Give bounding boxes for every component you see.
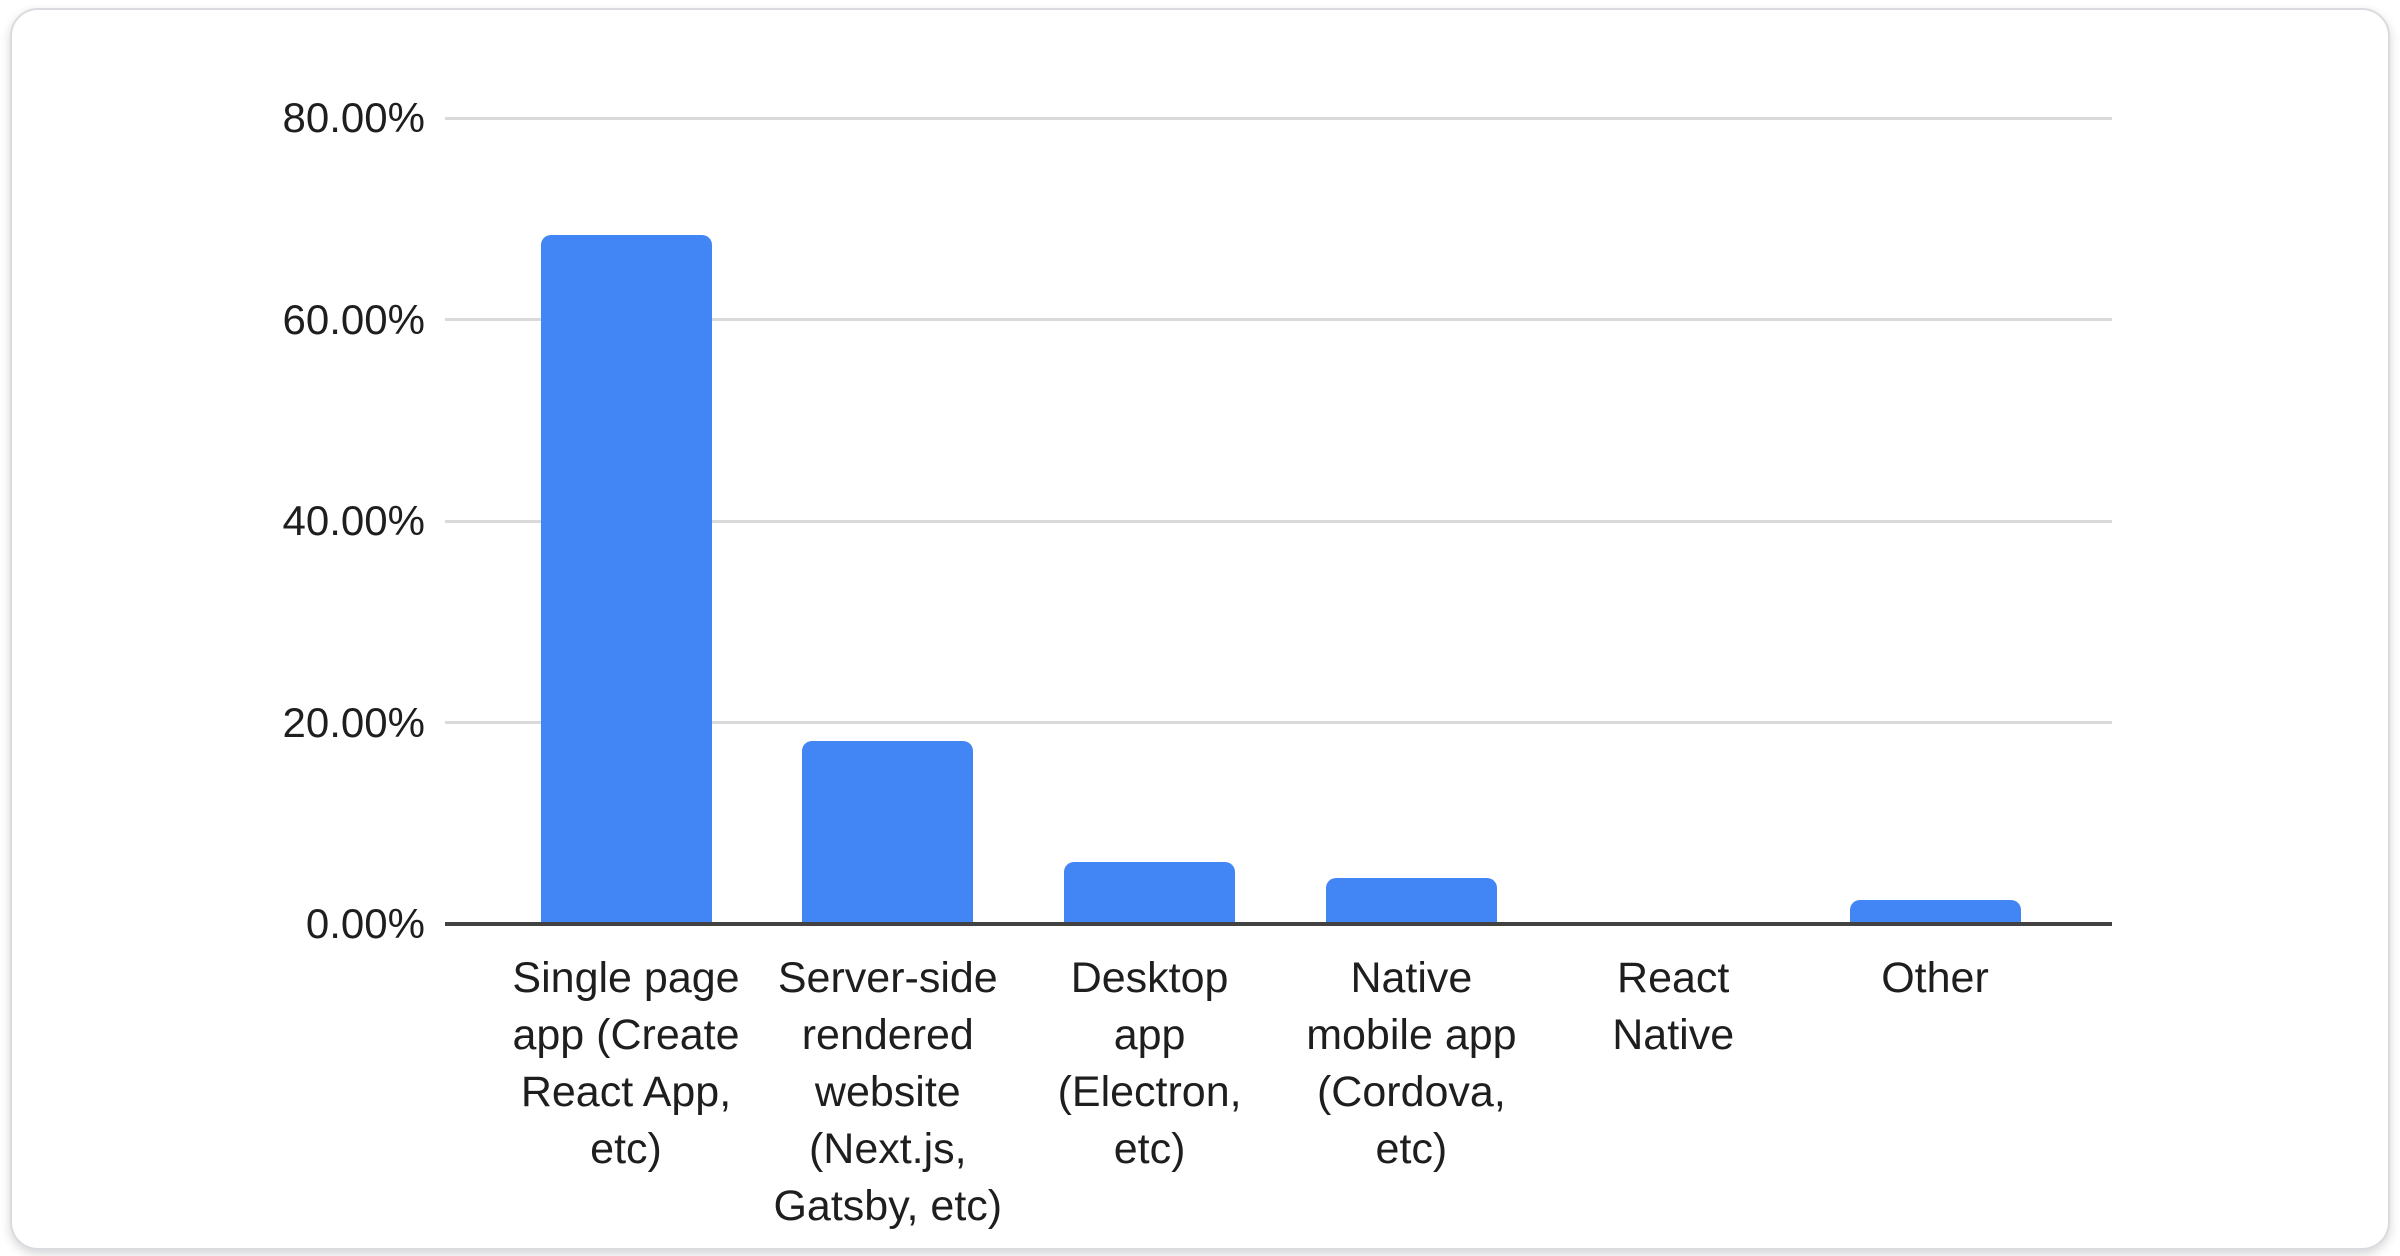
x-axis-label-line: Single page — [512, 954, 740, 1002]
x-axis-category-label: Desktop app (Electron, etc) — [1016, 950, 1284, 1178]
x-axis-label-line: etc) — [1113, 1125, 1186, 1173]
gridline-60 — [445, 318, 2112, 321]
x-axis-label-line: (Next.js, — [808, 1125, 967, 1173]
chart-card: 80.00% 60.00% 40.00% 20.00% 0.00% Single page… — [10, 8, 2390, 1250]
x-axis-category-label: Single page app (Create React App, etc) — [492, 950, 760, 1178]
x-axis-category-label: React Native — [1539, 950, 1807, 1064]
x-axis-label-line: app (Create — [512, 1011, 740, 1059]
x-axis-label-line: React — [1617, 954, 1730, 1002]
x-axis-line — [445, 922, 2112, 926]
y-axis-tick-label: 40.00% — [282, 497, 425, 544]
x-axis-label-line: Native — [1612, 1011, 1735, 1059]
x-axis-label-line: Gatsby, etc) — [773, 1182, 1003, 1230]
x-axis-label-line: mobile app — [1306, 1011, 1517, 1059]
y-axis-tick-label: 20.00% — [282, 698, 425, 746]
x-axis-label-line: Native — [1350, 954, 1473, 1002]
chart-bar[interactable] — [1064, 861, 1236, 926]
x-axis-label-line: website — [814, 1068, 961, 1116]
y-axis-tick-label: 0.00% — [305, 900, 425, 947]
x-axis-label-line: Server-side — [777, 954, 998, 1002]
x-axis-category-label: Server-side rendered website (Next.js, Gatsb… — [754, 950, 1022, 1235]
x-axis-category-label: Native mobile app (Cordova, etc) — [1277, 950, 1545, 1178]
x-axis-label-line: rendered — [801, 1011, 974, 1059]
x-axis-label-line: app — [1113, 1011, 1186, 1059]
x-axis-label-line: etc) — [1375, 1125, 1448, 1173]
x-axis-label-line: Other — [1881, 954, 1989, 1002]
chart-bar[interactable] — [802, 740, 974, 926]
chart-bar[interactable] — [1849, 899, 2021, 926]
chart-bar[interactable] — [1325, 877, 1497, 926]
x-axis-label-line: Desktop — [1070, 954, 1229, 1002]
x-axis-label-line: React App, — [520, 1068, 732, 1116]
gridline-20 — [445, 721, 2112, 724]
x-axis-label-line: (Cordova, — [1316, 1068, 1506, 1116]
gridline-40 — [445, 519, 2112, 523]
chart-bar[interactable] — [540, 234, 712, 926]
y-axis-tick-label: 60.00% — [282, 295, 425, 343]
gridline-80 — [445, 116, 2112, 120]
x-axis-label-line: (Electron, — [1057, 1068, 1242, 1116]
x-axis-category-label: Other — [1801, 950, 2069, 1007]
bar-chart-plot-area: 80.00% 60.00% 40.00% 20.00% 0.00% Single page… — [12, 10, 2388, 1248]
y-axis-tick-label: 80.00% — [282, 94, 425, 141]
x-axis-label-line: etc) — [590, 1125, 662, 1173]
